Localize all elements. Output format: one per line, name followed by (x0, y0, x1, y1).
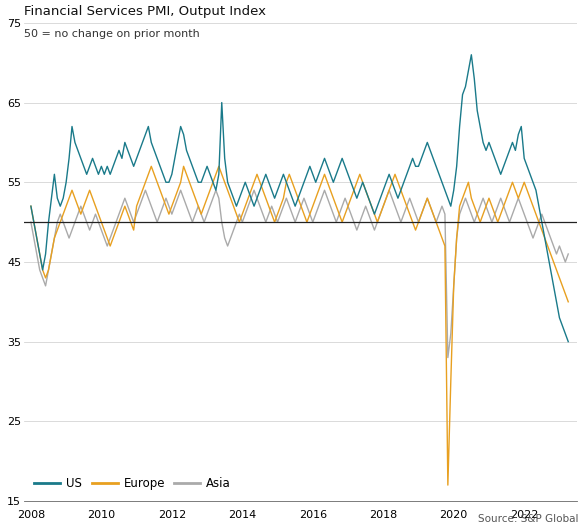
Legend: US, Europe, Asia: US, Europe, Asia (30, 473, 236, 495)
Text: Source: S&P Global: Source: S&P Global (478, 514, 578, 524)
Text: Financial Services PMI, Output Index: Financial Services PMI, Output Index (24, 5, 266, 18)
Text: 50 = no change on prior month: 50 = no change on prior month (24, 29, 200, 39)
